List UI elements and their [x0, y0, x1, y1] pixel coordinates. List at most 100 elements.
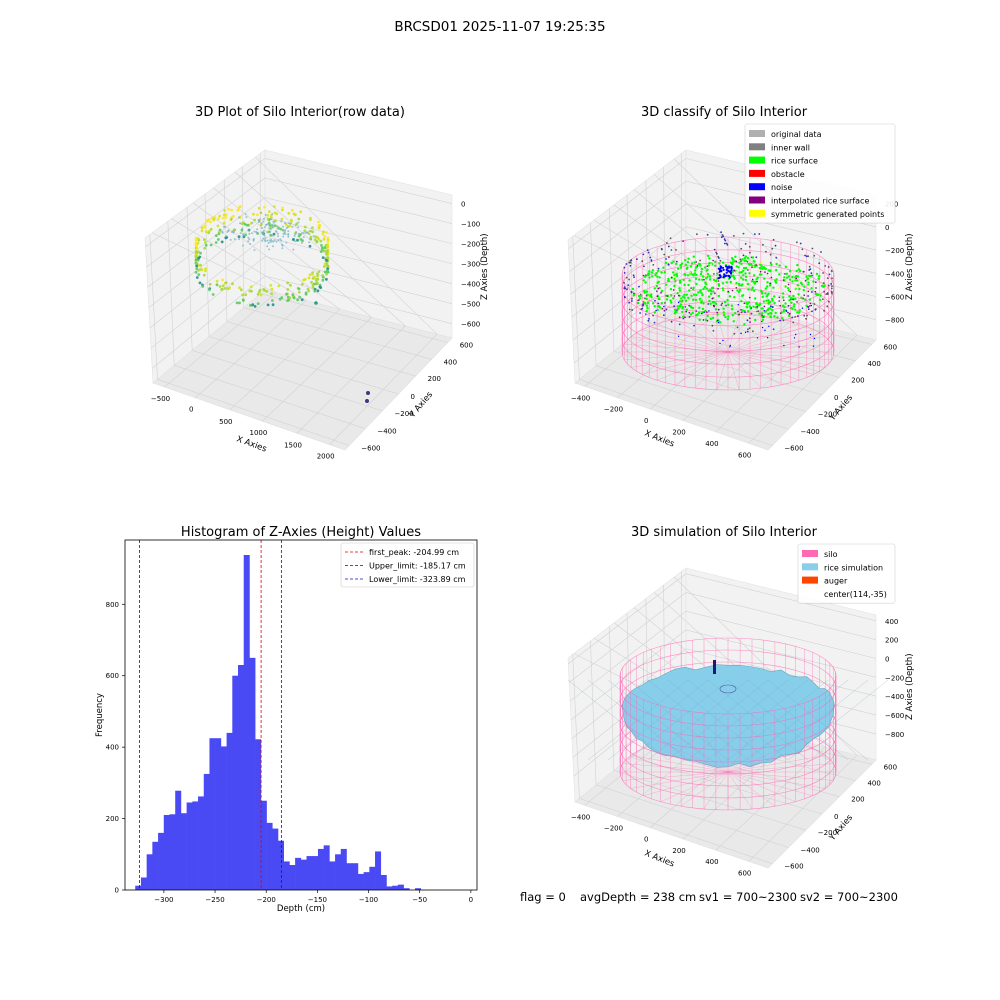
classify-wall-point: [630, 259, 633, 262]
raw-point: [301, 239, 304, 243]
classify-rice-point: [769, 315, 772, 318]
raw-point: [325, 251, 329, 255]
classify-wall-point: [803, 294, 806, 297]
raw-point: [265, 223, 267, 226]
classify-rice-point: [750, 288, 753, 291]
classify-rice-point: [698, 278, 701, 281]
z-tick-label: −800: [885, 731, 904, 739]
classify-interp-point: [743, 302, 746, 305]
histogram-bar: [335, 854, 342, 890]
classify-rice-point: [778, 264, 781, 267]
classify-rice-point: [738, 271, 741, 274]
raw-point: [227, 207, 230, 211]
classify-noise-point: [768, 325, 770, 327]
classify-rice-point: [762, 300, 766, 303]
raw-point: [237, 235, 241, 239]
y-tick-label: 400: [106, 744, 119, 752]
raw-point: [308, 244, 312, 248]
classify-interp-point: [806, 280, 809, 282]
panel-simulation: 3D simulation of Silo Interior −400 −200 0…: [567, 525, 915, 877]
x-tick-label: 0: [469, 896, 473, 904]
silo-spoke: [727, 351, 814, 375]
sim-x-axis-label: X Axies: [643, 849, 676, 870]
classify-rice-point: [722, 314, 726, 317]
classify-rice-point: [673, 284, 676, 288]
classify-wall-point: [769, 253, 772, 256]
classify-wall-point: [630, 291, 633, 294]
raw-point: [224, 213, 228, 217]
raw-point: [262, 230, 265, 232]
classify-rice-point: [669, 299, 672, 302]
classify-rice-point: [704, 318, 707, 321]
classify-wall-point: [723, 238, 726, 241]
classify-rice-point: [785, 276, 789, 279]
classify-wall-point: [631, 297, 633, 300]
raw-point: [281, 247, 284, 250]
classify-rice-point: [740, 270, 743, 274]
classify-rice-point: [750, 280, 754, 283]
classify-wall-point: [820, 251, 822, 253]
classify-rice-point: [737, 282, 741, 286]
classify-wall-point: [628, 278, 630, 281]
histogram-bar: [289, 865, 296, 890]
z-tick-label: −200: [461, 241, 480, 249]
z-tick-label: 400: [885, 618, 898, 626]
classify-noise-point: [812, 345, 815, 347]
histogram-bar: [312, 856, 319, 890]
raw-point: [201, 285, 205, 288]
classify-interp-point: [779, 312, 782, 315]
sim-z-axis-label: Z Axies (Depth): [905, 653, 915, 720]
classify-rice-point: [774, 311, 777, 315]
y-tick-label: 400: [867, 360, 880, 368]
classify-noise-point: [728, 276, 732, 279]
classify-rice-point: [781, 317, 784, 320]
classify-noise-point: [730, 269, 733, 272]
classify-rice-point: [643, 301, 646, 305]
raw-point: [239, 222, 242, 225]
classify-legend-swatch: [749, 183, 765, 191]
classify-wall-point: [624, 287, 627, 290]
classify-wall-point: [807, 308, 810, 311]
classify-wall-point: [657, 267, 660, 270]
raw-point: [296, 238, 299, 242]
classify-rice-point: [781, 296, 785, 299]
raw-point: [317, 270, 321, 273]
classify-rice-point: [733, 259, 736, 263]
sim-legend-swatch: [802, 563, 818, 571]
classify-interp-point: [752, 265, 755, 268]
x-tick-label: −200: [604, 825, 623, 833]
classify-rice-point: [744, 255, 747, 258]
classify-wall-point: [831, 292, 833, 295]
classify-interp-point: [718, 292, 720, 295]
classify-interp-point: [804, 280, 807, 282]
classify-wall-point: [623, 281, 625, 284]
classify-rice-point: [718, 262, 721, 265]
classify-rice-point: [764, 267, 767, 270]
classify-legend-swatch: [749, 169, 765, 177]
classify-interp-point: [778, 300, 780, 302]
raw-point: [221, 231, 224, 234]
raw-point: [230, 208, 234, 212]
z-tick-label: −400: [461, 281, 480, 289]
classify-wall-point: [712, 329, 715, 332]
histogram-bar: [357, 873, 364, 890]
classify-wall-point: [724, 242, 726, 245]
raw-point: [321, 256, 325, 259]
raw-point: [286, 299, 289, 302]
x-tick-label: 1500: [284, 441, 302, 449]
histogram-bar: [363, 872, 370, 890]
classify-rice-point: [787, 289, 790, 292]
raw-point: [322, 237, 326, 241]
silo-spoke: [727, 318, 782, 353]
classify-noise-point: [719, 342, 721, 345]
raw-point: [262, 288, 265, 291]
classify-noise-point: [737, 304, 739, 306]
classify-rice-point: [693, 261, 696, 264]
classify-rice-point: [728, 295, 732, 298]
classify-interp-point: [683, 304, 685, 307]
raw-point: [242, 233, 245, 236]
raw-point: [277, 235, 279, 238]
classify-rice-point: [707, 295, 711, 298]
silo-spoke: [630, 755, 729, 773]
classify-rice-point: [772, 286, 775, 289]
